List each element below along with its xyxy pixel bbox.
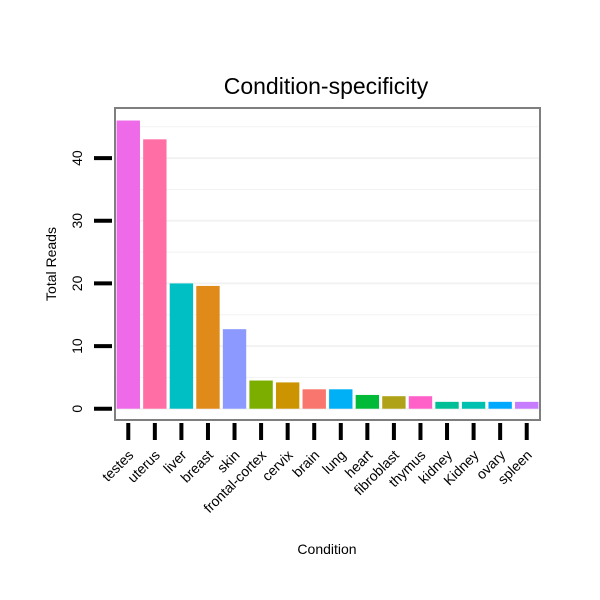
y-tick-label: 20 (69, 275, 85, 291)
bar-skin (222, 329, 247, 409)
bar-uterus (143, 139, 167, 409)
bar-liver (169, 283, 194, 409)
x-tick-label: cervix (259, 447, 296, 484)
bar-brain (302, 389, 326, 409)
bar-testes (116, 120, 140, 409)
bar-lung (329, 389, 353, 409)
bar-fibroblast (382, 396, 406, 409)
y-tick-label: 30 (69, 213, 85, 229)
bar-kidney (461, 401, 486, 409)
y-axis-title: Total Reads (43, 227, 59, 301)
y-tick-label: 0 (69, 405, 85, 413)
bar-heart (355, 394, 380, 409)
y-axis-ticks: 0 10 20 30 40 (69, 150, 112, 413)
bar-thymus (408, 396, 433, 409)
bar-breast (196, 285, 220, 409)
chart-title: Condition-specificity (224, 73, 429, 99)
bar-ovary (488, 401, 512, 409)
plot-frame (114, 107, 541, 421)
y-tick-label: 40 (69, 150, 85, 166)
bar-frontal-cortex (249, 380, 273, 409)
x-axis-ticks: testesuterusliverbreastskinfrontal-corte… (99, 423, 535, 516)
x-axis-title: Condition (297, 541, 356, 557)
bar-spleen (515, 401, 539, 409)
bars (116, 120, 539, 409)
y-tick-label: 10 (69, 338, 85, 354)
x-tick-label: brain (289, 447, 322, 480)
bar-cervix (275, 382, 300, 409)
bar-kidney (435, 401, 459, 409)
